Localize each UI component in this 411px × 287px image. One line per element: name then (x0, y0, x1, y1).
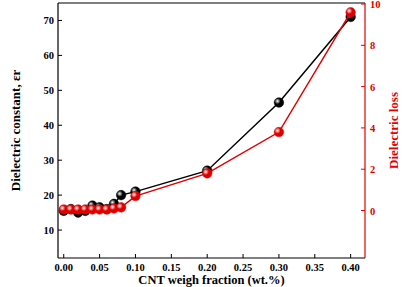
x-tick (171, 254, 172, 258)
frame-top (58, 2, 365, 3)
y2-tick (361, 169, 365, 170)
y-tick-label: 60 (44, 50, 55, 61)
y2-tick (361, 127, 365, 128)
y-tick-label: 10 (44, 225, 55, 236)
y2-tick (361, 86, 365, 87)
y-tick (58, 55, 62, 56)
chart: 0.000.050.100.150.200.250.300.350.401020… (0, 0, 411, 287)
x-tick-label: 0.00 (55, 262, 73, 273)
y2-tick-label: 0 (370, 206, 375, 217)
y-tick (58, 160, 62, 161)
y2-tick-label: 4 (370, 123, 376, 134)
series-marker (202, 169, 212, 179)
x-tick (350, 254, 351, 258)
x-tick-label: 0.30 (270, 262, 288, 273)
x-tick (314, 254, 315, 258)
x-tick-label: 0.05 (90, 262, 108, 273)
y-tick-label: 40 (44, 120, 55, 131)
x-tick (278, 254, 279, 258)
y2-tick-label: 6 (370, 82, 375, 93)
series-marker (274, 98, 284, 108)
x-tick (243, 254, 244, 258)
y-tick (58, 195, 62, 196)
plot-area (59, 7, 356, 217)
x-tick-label: 0.20 (198, 262, 216, 273)
x-tick-label: 0.25 (234, 262, 252, 273)
series-line (64, 17, 351, 213)
x-axis-title: CNT weigh fraction (wt.%) (138, 273, 284, 287)
y-tick (58, 90, 62, 91)
y2-tick (361, 4, 365, 5)
x-tick-label: 0.10 (126, 262, 144, 273)
x-tick (135, 254, 136, 258)
x-tick-label: 0.40 (341, 262, 359, 273)
series-marker (274, 127, 284, 137)
y-tick-label: 70 (44, 15, 55, 26)
y-tick (58, 125, 62, 126)
y2-axis-title: Dielectric loss (386, 92, 401, 169)
y2-tick (361, 45, 365, 46)
x-tick-label: 0.15 (162, 262, 180, 273)
y-axis-title: Dielectric constant, εr (8, 70, 23, 192)
series-line (64, 12, 351, 209)
y-tick-label: 20 (44, 190, 55, 201)
y2-tick (361, 210, 365, 211)
y-axis (57, 3, 58, 258)
series-marker (116, 203, 126, 213)
y-tick-label: 30 (44, 155, 55, 166)
y2-tick-label: 8 (370, 40, 375, 51)
x-tick (99, 254, 100, 258)
x-tick-label: 0.35 (306, 262, 324, 273)
y2-tick-label: 10 (370, 0, 381, 10)
series-marker (116, 190, 126, 200)
y-tick (58, 20, 62, 21)
y-tick (58, 230, 62, 231)
x-tick (207, 254, 208, 258)
x-axis (58, 257, 365, 258)
series-marker (131, 191, 141, 201)
y2-axis (364, 3, 365, 258)
y2-tick-label: 2 (370, 164, 375, 175)
y-tick-label: 50 (44, 85, 55, 96)
series-marker (346, 7, 356, 17)
x-tick (63, 254, 64, 258)
